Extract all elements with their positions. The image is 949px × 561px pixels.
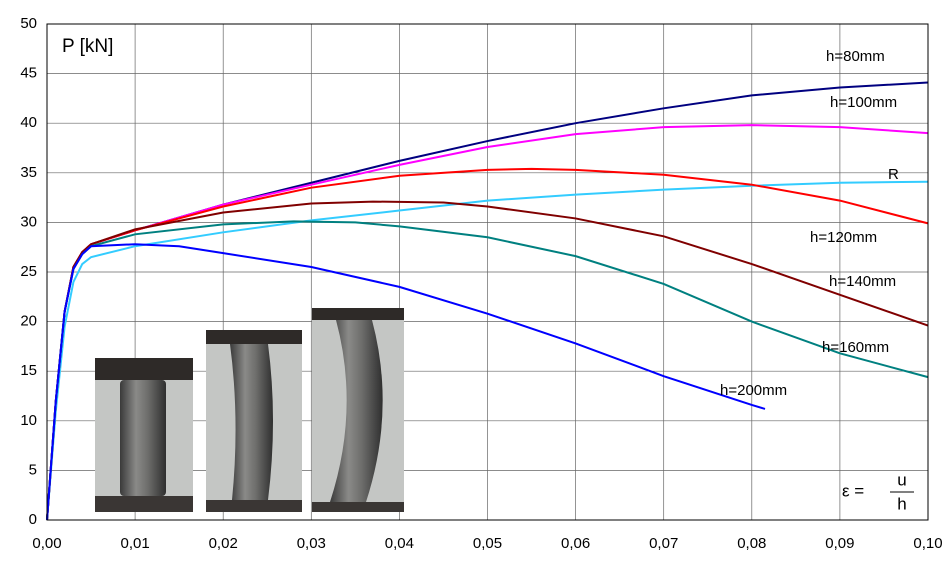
x-tick-label: 0,01 bbox=[120, 535, 149, 552]
x-axis-label-denominator: h bbox=[897, 494, 906, 513]
series-label: h=200mm bbox=[720, 382, 787, 399]
photo-plate bbox=[312, 308, 404, 320]
x-tick-label: 0,08 bbox=[737, 535, 766, 552]
y-tick-label: 35 bbox=[20, 164, 37, 181]
x-tick-label: 0,00 bbox=[32, 535, 61, 552]
photo-specimen bbox=[330, 320, 383, 502]
series-line bbox=[46, 243, 766, 521]
x-tick-label: 0,07 bbox=[649, 535, 678, 552]
x-tick-label: 0,05 bbox=[473, 535, 502, 552]
series-line bbox=[46, 180, 929, 521]
y-tick-label: 0 bbox=[29, 511, 37, 528]
x-axis-label: ε = bbox=[842, 481, 864, 500]
y-tick-label: 45 bbox=[20, 65, 37, 82]
y-tick-label: 20 bbox=[20, 313, 37, 330]
plot-frame bbox=[46, 23, 929, 521]
y-tick-label: 30 bbox=[20, 213, 37, 230]
x-tick-label: 0,09 bbox=[825, 535, 854, 552]
y-tick-label: 10 bbox=[20, 412, 37, 429]
x-tick-label: 0,06 bbox=[561, 535, 590, 552]
y-tick-label: 50 bbox=[20, 15, 37, 32]
y-tick-label: 40 bbox=[20, 114, 37, 131]
photo-plate bbox=[312, 502, 404, 512]
x-tick-label: 0,04 bbox=[385, 535, 414, 552]
x-tick-label: 0,03 bbox=[297, 535, 326, 552]
series-label: h=120mm bbox=[810, 229, 877, 246]
photo-plate bbox=[206, 330, 302, 344]
specimen-photos bbox=[95, 308, 404, 512]
series-label: h=140mm bbox=[829, 273, 896, 290]
x-tick-label: 0,02 bbox=[209, 535, 238, 552]
photo-plate bbox=[95, 358, 193, 380]
series-label: h=80mm bbox=[826, 48, 885, 65]
x-axis-label-numerator: u bbox=[897, 470, 906, 489]
series-label: R bbox=[888, 166, 899, 183]
photo-plate bbox=[206, 500, 302, 512]
y-axis-label: P [kN] bbox=[62, 36, 113, 57]
photo-plate bbox=[95, 496, 193, 512]
series-label: h=100mm bbox=[830, 94, 897, 111]
y-tick-label: 15 bbox=[20, 362, 37, 379]
x-tick-label: 0,10 bbox=[913, 535, 942, 552]
y-tick-label: 25 bbox=[20, 263, 37, 280]
photo-specimen bbox=[230, 344, 273, 500]
photo-specimen bbox=[120, 380, 166, 496]
y-tick-label: 5 bbox=[29, 461, 37, 478]
series-label: h=160mm bbox=[822, 339, 889, 356]
